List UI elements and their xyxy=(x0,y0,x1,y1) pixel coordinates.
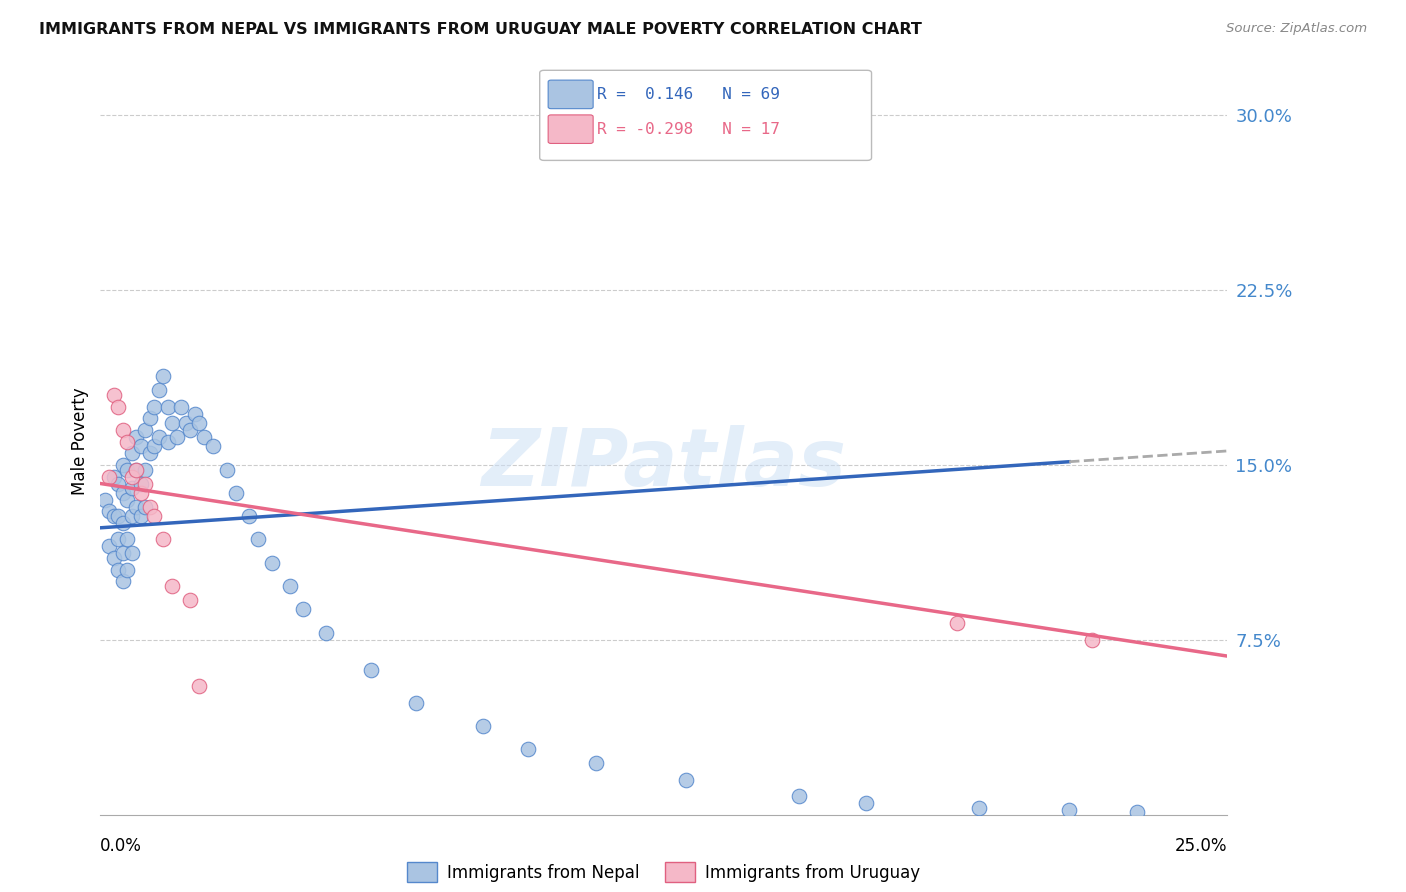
Point xyxy=(405,696,427,710)
Point xyxy=(111,458,134,472)
Point xyxy=(134,500,156,514)
Point xyxy=(111,423,134,437)
Point xyxy=(121,446,143,460)
Text: 0.0%: 0.0% xyxy=(100,837,142,855)
Point xyxy=(111,546,134,560)
Point xyxy=(125,500,148,514)
Point xyxy=(103,509,125,524)
Point xyxy=(472,719,495,733)
Point xyxy=(117,462,139,476)
Point xyxy=(143,509,166,524)
Point xyxy=(247,533,270,547)
Point xyxy=(967,800,990,814)
Point xyxy=(179,593,201,607)
Point xyxy=(174,416,197,430)
Point xyxy=(98,469,121,483)
Legend: Immigrants from Nepal, Immigrants from Uruguay: Immigrants from Nepal, Immigrants from U… xyxy=(401,855,927,888)
Point xyxy=(134,423,156,437)
Point xyxy=(675,772,697,787)
Point xyxy=(121,469,143,483)
Point xyxy=(179,423,201,437)
Point xyxy=(117,434,139,449)
Point xyxy=(945,616,967,631)
Point xyxy=(103,388,125,402)
Point xyxy=(517,742,540,756)
Y-axis label: Male Poverty: Male Poverty xyxy=(72,388,89,495)
Point xyxy=(156,434,179,449)
Point xyxy=(292,602,315,616)
Point xyxy=(103,551,125,566)
Point xyxy=(184,407,207,421)
Point xyxy=(148,430,170,444)
Point xyxy=(129,486,152,500)
Point xyxy=(139,411,162,425)
Point xyxy=(117,563,139,577)
Point xyxy=(121,481,143,495)
Point xyxy=(134,476,156,491)
Point xyxy=(855,796,877,810)
Point xyxy=(139,500,162,514)
Point xyxy=(215,462,238,476)
Point xyxy=(170,400,193,414)
Point xyxy=(129,439,152,453)
Point xyxy=(315,625,337,640)
Point xyxy=(134,462,156,476)
Point xyxy=(107,563,129,577)
Point xyxy=(143,400,166,414)
Point xyxy=(111,486,134,500)
Text: 25.0%: 25.0% xyxy=(1174,837,1227,855)
Point xyxy=(166,430,188,444)
Point xyxy=(278,579,301,593)
Point xyxy=(117,533,139,547)
Text: IMMIGRANTS FROM NEPAL VS IMMIGRANTS FROM URUGUAY MALE POVERTY CORRELATION CHART: IMMIGRANTS FROM NEPAL VS IMMIGRANTS FROM… xyxy=(39,22,922,37)
Point xyxy=(1125,805,1147,820)
Point xyxy=(117,492,139,507)
Point xyxy=(225,486,247,500)
Point xyxy=(188,679,211,693)
Point xyxy=(585,756,607,771)
Text: ZIPatlas: ZIPatlas xyxy=(481,425,846,503)
Point xyxy=(107,476,129,491)
Point xyxy=(121,546,143,560)
Point xyxy=(121,509,143,524)
Point xyxy=(238,509,260,524)
Text: Source: ZipAtlas.com: Source: ZipAtlas.com xyxy=(1226,22,1367,36)
Point xyxy=(787,789,810,803)
Point xyxy=(129,509,152,524)
Point xyxy=(143,439,166,453)
Point xyxy=(98,504,121,518)
Point xyxy=(360,663,382,677)
Point xyxy=(129,476,152,491)
Point xyxy=(162,416,184,430)
Point xyxy=(94,492,117,507)
Point xyxy=(111,574,134,589)
Point xyxy=(152,369,174,384)
Point xyxy=(201,439,224,453)
Point xyxy=(103,469,125,483)
Point xyxy=(107,400,129,414)
Point xyxy=(139,446,162,460)
Point xyxy=(148,383,170,397)
Point xyxy=(125,462,148,476)
Point xyxy=(188,416,211,430)
Point xyxy=(98,540,121,554)
Point xyxy=(193,430,215,444)
Point xyxy=(107,533,129,547)
Point xyxy=(107,509,129,524)
Text: R = -0.298   N = 17: R = -0.298 N = 17 xyxy=(598,121,780,136)
Point xyxy=(156,400,179,414)
Point xyxy=(260,556,283,570)
Point xyxy=(125,462,148,476)
Text: R =  0.146   N = 69: R = 0.146 N = 69 xyxy=(598,87,780,102)
Point xyxy=(111,516,134,530)
Point xyxy=(1080,632,1102,647)
Point xyxy=(1057,803,1080,817)
Point xyxy=(125,430,148,444)
Point xyxy=(162,579,184,593)
Point xyxy=(152,533,174,547)
